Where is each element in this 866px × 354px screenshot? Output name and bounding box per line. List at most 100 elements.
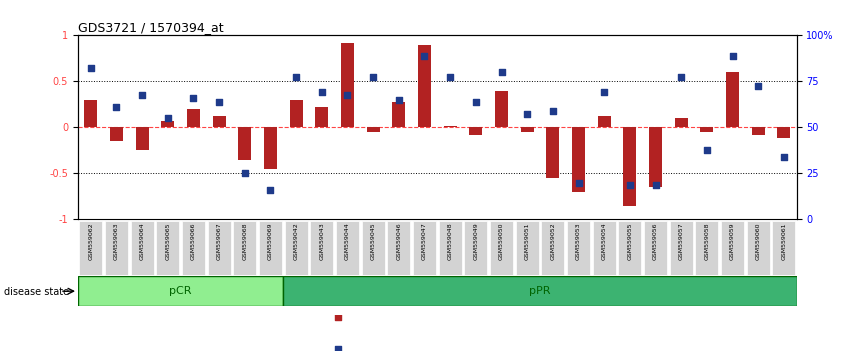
Bar — [366, 127, 379, 132]
Bar — [701, 127, 714, 132]
Text: GSM559060: GSM559060 — [756, 222, 760, 260]
Text: GSM559064: GSM559064 — [139, 222, 145, 260]
Bar — [752, 127, 765, 135]
Text: GSM559059: GSM559059 — [730, 222, 735, 260]
FancyBboxPatch shape — [438, 221, 462, 275]
Bar — [238, 127, 251, 160]
Text: GSM559053: GSM559053 — [576, 222, 581, 260]
Text: GDS3721 / 1570394_at: GDS3721 / 1570394_at — [78, 21, 223, 34]
Point — [417, 53, 431, 58]
Text: disease state: disease state — [4, 287, 69, 297]
Bar — [778, 127, 791, 138]
Text: GSM559051: GSM559051 — [525, 222, 530, 260]
FancyBboxPatch shape — [259, 221, 282, 275]
FancyBboxPatch shape — [490, 221, 513, 275]
Bar — [418, 45, 431, 127]
Text: GSM559043: GSM559043 — [320, 222, 324, 260]
Point — [726, 53, 740, 58]
Bar — [161, 121, 174, 127]
Point — [443, 74, 457, 80]
Text: GSM559061: GSM559061 — [781, 222, 786, 260]
Text: GSM559058: GSM559058 — [704, 222, 709, 260]
Point — [777, 154, 791, 160]
Point — [392, 97, 406, 103]
Bar — [675, 118, 688, 127]
Bar — [136, 127, 149, 150]
Point — [238, 171, 252, 176]
Bar — [341, 43, 354, 127]
FancyBboxPatch shape — [618, 221, 642, 275]
FancyBboxPatch shape — [78, 276, 283, 306]
Bar — [520, 127, 533, 132]
FancyBboxPatch shape — [721, 221, 744, 275]
Text: GSM559045: GSM559045 — [371, 222, 376, 260]
Point — [161, 115, 175, 121]
FancyBboxPatch shape — [79, 221, 102, 275]
FancyBboxPatch shape — [567, 221, 590, 275]
Text: GSM559066: GSM559066 — [191, 222, 196, 260]
FancyBboxPatch shape — [310, 221, 333, 275]
Point — [469, 99, 482, 104]
Bar — [546, 127, 559, 178]
FancyBboxPatch shape — [413, 221, 436, 275]
Text: GSM559048: GSM559048 — [448, 222, 453, 260]
Point — [623, 182, 637, 187]
Bar — [726, 72, 739, 127]
Text: GSM559044: GSM559044 — [345, 222, 350, 260]
Bar — [624, 127, 637, 206]
Text: GSM559062: GSM559062 — [88, 222, 94, 260]
FancyBboxPatch shape — [515, 221, 539, 275]
Text: GSM559042: GSM559042 — [294, 222, 299, 260]
Point — [84, 65, 98, 70]
Point — [263, 187, 277, 193]
FancyBboxPatch shape — [387, 221, 410, 275]
FancyBboxPatch shape — [233, 221, 256, 275]
Point — [340, 92, 354, 98]
Point — [331, 314, 345, 320]
Point — [135, 92, 149, 98]
Point — [572, 180, 585, 185]
Point — [315, 90, 329, 95]
Point — [366, 74, 380, 80]
FancyBboxPatch shape — [669, 221, 693, 275]
Bar — [392, 102, 405, 127]
Text: GSM559055: GSM559055 — [627, 222, 632, 260]
Text: GSM559052: GSM559052 — [551, 222, 555, 260]
Point — [752, 83, 766, 89]
FancyBboxPatch shape — [541, 221, 565, 275]
Bar — [264, 127, 277, 169]
Text: GSM559050: GSM559050 — [499, 222, 504, 260]
FancyBboxPatch shape — [285, 221, 307, 275]
Bar — [469, 127, 482, 135]
Point — [109, 104, 123, 110]
Text: GSM559054: GSM559054 — [602, 222, 607, 260]
FancyBboxPatch shape — [746, 221, 770, 275]
FancyBboxPatch shape — [336, 221, 359, 275]
FancyBboxPatch shape — [105, 221, 128, 275]
Point — [186, 95, 200, 101]
Text: GSM559068: GSM559068 — [242, 222, 248, 260]
Point — [675, 74, 688, 80]
Point — [598, 90, 611, 95]
FancyBboxPatch shape — [362, 221, 385, 275]
FancyBboxPatch shape — [182, 221, 205, 275]
Text: GSM559057: GSM559057 — [679, 222, 683, 260]
Bar — [84, 100, 97, 127]
Point — [649, 182, 662, 187]
Bar — [495, 91, 508, 127]
FancyBboxPatch shape — [592, 221, 616, 275]
Text: GSM559049: GSM559049 — [474, 222, 478, 260]
Point — [700, 148, 714, 153]
Bar — [315, 107, 328, 127]
Point — [520, 111, 534, 116]
FancyBboxPatch shape — [156, 221, 179, 275]
Text: GSM559069: GSM559069 — [268, 222, 273, 260]
Bar — [598, 116, 611, 127]
FancyBboxPatch shape — [283, 276, 797, 306]
Text: GSM559046: GSM559046 — [397, 222, 401, 260]
FancyBboxPatch shape — [644, 221, 667, 275]
Text: GSM559065: GSM559065 — [165, 222, 171, 260]
Point — [212, 99, 226, 104]
Bar — [443, 126, 456, 127]
FancyBboxPatch shape — [464, 221, 488, 275]
